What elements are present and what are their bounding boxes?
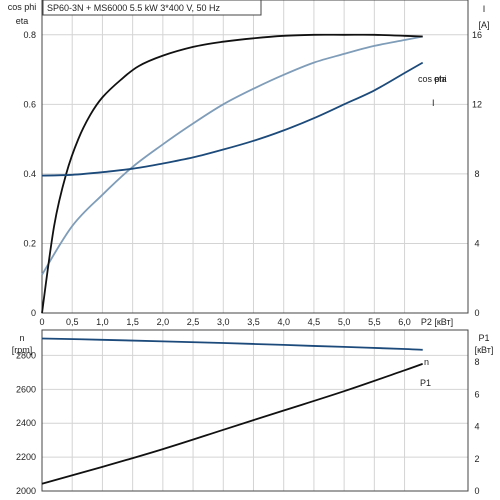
x-tick-label: 0: [39, 317, 44, 327]
series-line-I: [41, 61, 424, 177]
bottom-left-tick-label: 2400: [16, 418, 36, 428]
top-plot-frame: [41, 0, 469, 314]
x-tick-label: 4,0: [277, 317, 290, 327]
bottom-left-axis-label: n: [19, 333, 24, 343]
bottom-left-axis-unit: [rpm]: [12, 345, 33, 355]
series-line-P1: [41, 362, 424, 485]
series-line-eta: [41, 33, 423, 314]
bottom-plot-frame: [41, 329, 469, 492]
right-axis-label-current: I: [483, 4, 486, 14]
x-tick-label: 1,5: [126, 317, 139, 327]
bottom-right-tick-label: 2: [474, 454, 479, 464]
top-right-tick-labels: 0 4 8 12 16: [472, 30, 482, 318]
top-series-lines: [41, 33, 424, 314]
left-tick-label: 0.2: [23, 238, 36, 248]
right-tick-label: 12: [472, 99, 482, 109]
series-label-n: n: [424, 357, 429, 367]
bottom-left-tick-labels: 2000 2200 2400 2600 2800: [16, 350, 36, 496]
x-tick-label: 3,0: [217, 317, 230, 327]
right-tick-label: 4: [474, 238, 479, 248]
x-tick-label: 5,0: [338, 317, 351, 327]
chart-title: SP60-3N + MS6000 5.5 kW 3*400 V, 50 Hz: [47, 3, 221, 13]
x-tick-label: 2,5: [187, 317, 200, 327]
x-tick-label: 3,5: [247, 317, 260, 327]
left-axis-label-eta: eta: [16, 16, 29, 26]
bottom-right-tick-label: 0: [474, 486, 479, 496]
x-tick-label: 4,5: [308, 317, 321, 327]
series-line-cos-phi: [41, 35, 423, 276]
series-line-n: [41, 337, 423, 351]
bottom-left-tick-label: 2200: [16, 452, 36, 462]
bottom-right-tick-label: 6: [474, 389, 479, 399]
top-left-tick-labels: 0 0.2 0.4 0.6 0.8: [23, 30, 36, 318]
left-tick-label: 0.6: [23, 99, 36, 109]
x-tick-label: 5,5: [368, 317, 381, 327]
left-axis-label-costphi: cos phi: [8, 2, 37, 12]
right-tick-label: 16: [472, 30, 482, 40]
right-tick-label: 0: [474, 308, 479, 318]
x-tick-label: 1,0: [96, 317, 109, 327]
bottom-right-axis-unit: [кВт]: [475, 345, 494, 355]
series-label-cos-phi: cos phi: [418, 74, 447, 84]
series-label-P1: P1: [420, 378, 431, 388]
bottom-right-tick-label: 4: [474, 422, 479, 432]
series-label-eta: eta: [434, 74, 447, 84]
bottom-right-tick-label: 8: [474, 357, 479, 367]
left-tick-label: 0: [31, 308, 36, 318]
bottom-series-labels: n P1: [420, 357, 431, 388]
bottom-left-tick-label: 2000: [16, 486, 36, 496]
top-gridlines: [42, 0, 468, 313]
right-axis-unit-current: [A]: [478, 20, 489, 30]
bottom-right-axis-label: P1: [478, 333, 489, 343]
bottom-gridlines: [42, 330, 468, 491]
x-tick-label: 6,0: [398, 317, 411, 327]
bottom-right-tick-labels: 0 2 4 6 8: [474, 357, 479, 496]
x-axis-label: P2 [кВт]: [421, 317, 453, 327]
x-tick-labels: 0 0,5 1,0 1,5 2,0 2,5 3,0 3,5 4,0 4,5 5,0 5,5 6,0: [39, 317, 410, 327]
bottom-left-tick-label: 2600: [16, 384, 36, 394]
series-label-I: I: [432, 98, 435, 108]
bottom-series-lines: [41, 337, 424, 485]
right-tick-label: 8: [474, 169, 479, 179]
bottom-left-tick-label: 2800: [16, 350, 36, 360]
left-tick-label: 0.4: [23, 169, 36, 179]
x-tick-label: 0,5: [66, 317, 79, 327]
left-tick-label: 0.8: [23, 30, 36, 40]
chart-title-box: SP60-3N + MS6000 5.5 kW 3*400 V, 50 Hz: [42, 0, 262, 16]
x-tick-label: 2,0: [157, 317, 170, 327]
